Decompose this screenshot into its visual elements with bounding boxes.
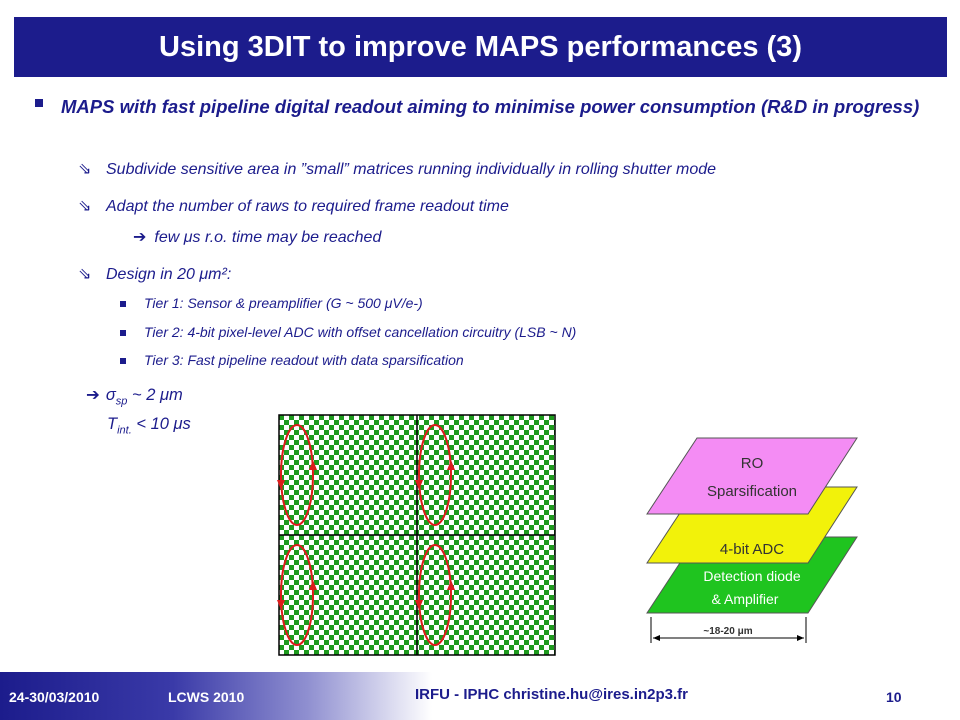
- sub-item-text: Subdivide sensitive area in ”small” matr…: [106, 161, 717, 178]
- square-bullet-icon: [120, 301, 126, 307]
- detection-layer: [646, 536, 858, 614]
- tier-item: Tier 2: 4-bit pixel-level ADC with offse…: [144, 324, 577, 340]
- sigma-line: ➔ σsp ~ 2 μm: [86, 386, 183, 408]
- footer-bar: [0, 672, 960, 720]
- rolling-shutter-loop: [280, 424, 452, 646]
- dimension-arrow-icon: [797, 635, 804, 641]
- arrow-note-text: few μs r.o. time may be reached: [154, 229, 382, 246]
- sub-item-text: Adapt the number of raws to required fra…: [106, 198, 509, 215]
- footer-date: 24-30/03/2010: [9, 689, 100, 705]
- main-bullet-text: MAPS with fast pipeline digital readout …: [61, 96, 920, 117]
- sub-item: ⇘ Subdivide sensitive area in ”small” mat…: [78, 159, 716, 181]
- right-arrow-icon: ➔: [133, 229, 147, 246]
- arrow-marker-icon: ⇘: [78, 198, 92, 215]
- square-bullet-icon: [120, 358, 126, 364]
- sub-item: ⇘ Design in 20 μm²:: [78, 264, 231, 286]
- sub-item-text: Design in 20 μm²:: [106, 266, 232, 283]
- page-number: 10: [886, 689, 902, 705]
- adc-layer: [646, 486, 858, 564]
- title-bar: Using 3DIT to improve MAPS performances …: [14, 17, 947, 77]
- tint-line: Tint. < 10 μs: [107, 415, 191, 437]
- dimension-label: ~18-20 μm: [703, 626, 752, 637]
- square-bullet-icon: [35, 99, 43, 107]
- adc-label: 4-bit ADC: [720, 541, 784, 558]
- footer-conference: LCWS 2010: [168, 689, 245, 705]
- detection-label: Detection diode: [703, 568, 801, 584]
- slide-title: Using 3DIT to improve MAPS performances …: [159, 30, 802, 63]
- amplifier-label: & Amplifier: [712, 591, 779, 607]
- square-bullet-icon: [120, 330, 126, 336]
- arrow-marker-icon: ⇘: [78, 266, 92, 283]
- right-arrow-icon: ➔: [86, 386, 100, 404]
- pixel-matrix: [278, 414, 556, 656]
- sub-item: ⇘ Adapt the number of raws to required fr…: [78, 196, 509, 218]
- dimension-arrow-icon: [653, 635, 660, 641]
- loop-arrow-icon: [277, 460, 455, 610]
- sparsification-label: Sparsification: [707, 483, 797, 500]
- ro-layer: [646, 437, 858, 515]
- footer-institute: IRFU - IPHC christine.hu@ires.in2p3.fr: [415, 686, 689, 703]
- arrow-note: ➔ few μs r.o. time may be reached: [133, 227, 381, 249]
- ro-label: RO: [741, 455, 764, 472]
- tier-item: Tier 1: Sensor & preamplifier (G ~ 500 μ…: [144, 295, 423, 311]
- resolution-block: ➔ σsp ~ 2 μm Tint. < 10 μs: [86, 384, 191, 443]
- arrow-marker-icon: ⇘: [78, 161, 92, 178]
- tier-item: Tier 3: Fast pipeline readout with data …: [144, 352, 464, 368]
